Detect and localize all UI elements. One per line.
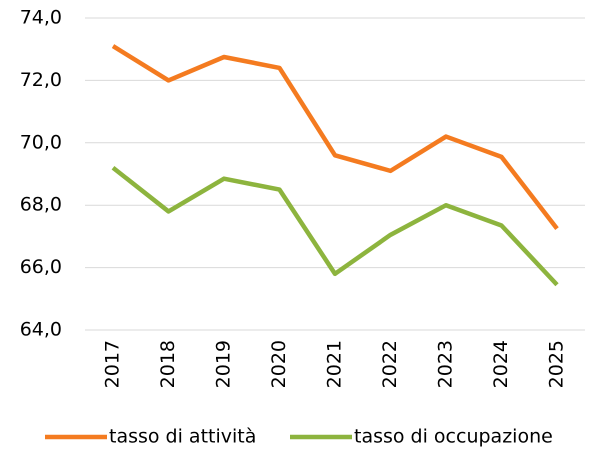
legend-label: tasso di occupazione — [354, 426, 553, 448]
series-line — [111, 44, 559, 230]
x-tick-label: 2018 — [157, 340, 179, 388]
y-tick-label: 66,0 — [20, 256, 62, 278]
series-line — [111, 165, 559, 287]
x-tick-label: 2021 — [324, 340, 346, 388]
y-tick-label: 64,0 — [20, 319, 62, 341]
x-tick-label: 2025 — [546, 340, 568, 388]
x-tick-label: 2019 — [213, 340, 235, 388]
x-tick-label: 2023 — [435, 340, 457, 388]
x-tick-label: 2020 — [268, 340, 290, 388]
y-tick-label: 72,0 — [20, 69, 62, 91]
x-tick-label: 2017 — [102, 340, 124, 388]
y-tick-label: 70,0 — [20, 131, 62, 153]
x-tick-label: 2024 — [490, 340, 512, 388]
legend-label: tasso di attività — [109, 426, 256, 448]
x-tick-label: 2022 — [379, 340, 401, 388]
y-tick-label: 74,0 — [20, 7, 62, 29]
y-tick-label: 68,0 — [20, 194, 62, 216]
